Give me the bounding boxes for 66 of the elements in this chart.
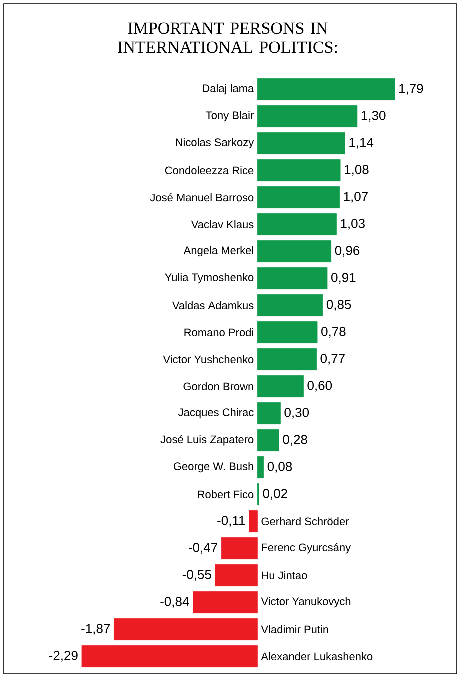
y-tick-label: Jacques Chirac	[178, 408, 254, 419]
y-tick-label: José Luis Zapatero	[160, 435, 254, 446]
data-label: -0,47	[189, 543, 218, 554]
data-label: -2,29	[49, 651, 78, 662]
bar	[257, 106, 358, 128]
bar	[257, 186, 340, 209]
y-tick-label: Nicolas Sarkozy	[176, 138, 254, 149]
bar	[249, 510, 258, 533]
bar	[257, 132, 346, 154]
chart-title: IMPORTANT PERSONS IN INTERNATIONAL POLITICS:	[118, 22, 338, 54]
y-tick-label: Gerhard Schröder	[262, 517, 350, 526]
data-label: 0,02	[263, 489, 288, 500]
bar	[257, 456, 264, 479]
data-label: 1,79	[400, 84, 424, 95]
y-tick-label: Yulia Tymoshenko	[165, 273, 254, 284]
data-label: 0,91	[332, 273, 356, 284]
y-tick-label: Gordon Brown	[184, 382, 254, 391]
y-tick-label: Romano Prodi	[184, 328, 254, 337]
y-tick-label: José Manuel Barroso	[150, 193, 254, 202]
data-label: 0,85	[326, 300, 352, 311]
bar	[82, 646, 258, 668]
y-tick-label: Valdas Adamkus	[172, 301, 254, 310]
data-label: -0,55	[182, 570, 212, 581]
data-label: 0,96	[335, 246, 360, 257]
bar	[257, 294, 324, 317]
y-tick-label: Condoleezza Rice	[165, 166, 254, 175]
y-tick-label: Robert Fico	[198, 490, 254, 499]
bar	[257, 322, 318, 344]
data-label: -0,84	[160, 597, 190, 608]
data-label: 0,30	[284, 408, 310, 419]
y-tick-label: Vladimir Putin	[261, 625, 328, 634]
bar	[215, 564, 258, 587]
bar	[221, 538, 258, 560]
data-label: 0,08	[268, 462, 292, 473]
bar	[257, 402, 281, 425]
y-tick-label: Vaclav Klaus	[191, 220, 254, 229]
bar	[257, 214, 337, 236]
y-tick-label: George W. Bush	[174, 462, 254, 473]
data-label: 1,14	[350, 138, 374, 149]
bar	[193, 592, 258, 614]
bar	[257, 348, 317, 371]
data-label: 0,60	[308, 381, 332, 392]
bar	[257, 78, 396, 101]
bar	[257, 268, 328, 290]
data-label: -1,87	[82, 624, 110, 635]
bar	[257, 430, 280, 452]
data-label: 0,28	[283, 435, 308, 446]
data-label: -0,11	[218, 516, 246, 527]
bar	[114, 618, 258, 641]
bar	[257, 240, 332, 263]
y-tick-label: Dalaj lama	[203, 84, 254, 95]
y-tick-label: Hu Jintao	[262, 571, 308, 580]
y-tick-label: Ferenc Gyurcsány	[262, 543, 352, 554]
y-tick-label: Tony Blair	[206, 111, 254, 122]
data-label: 0,78	[322, 327, 346, 338]
data-label: 1,08	[345, 165, 369, 176]
data-label: 0,77	[320, 354, 345, 365]
bar	[257, 160, 341, 182]
data-label: 1,30	[362, 111, 386, 122]
y-tick-label: Angela Merkel	[184, 246, 254, 257]
y-tick-label: Victor Yanukovych	[261, 597, 351, 608]
y-tick-label: Alexander Lukashenko	[261, 652, 373, 661]
data-label: 1,03	[341, 219, 365, 230]
y-tick-label: Victor Yushchenko	[163, 355, 254, 364]
bar	[257, 376, 304, 398]
data-label: 1,07	[344, 192, 368, 203]
